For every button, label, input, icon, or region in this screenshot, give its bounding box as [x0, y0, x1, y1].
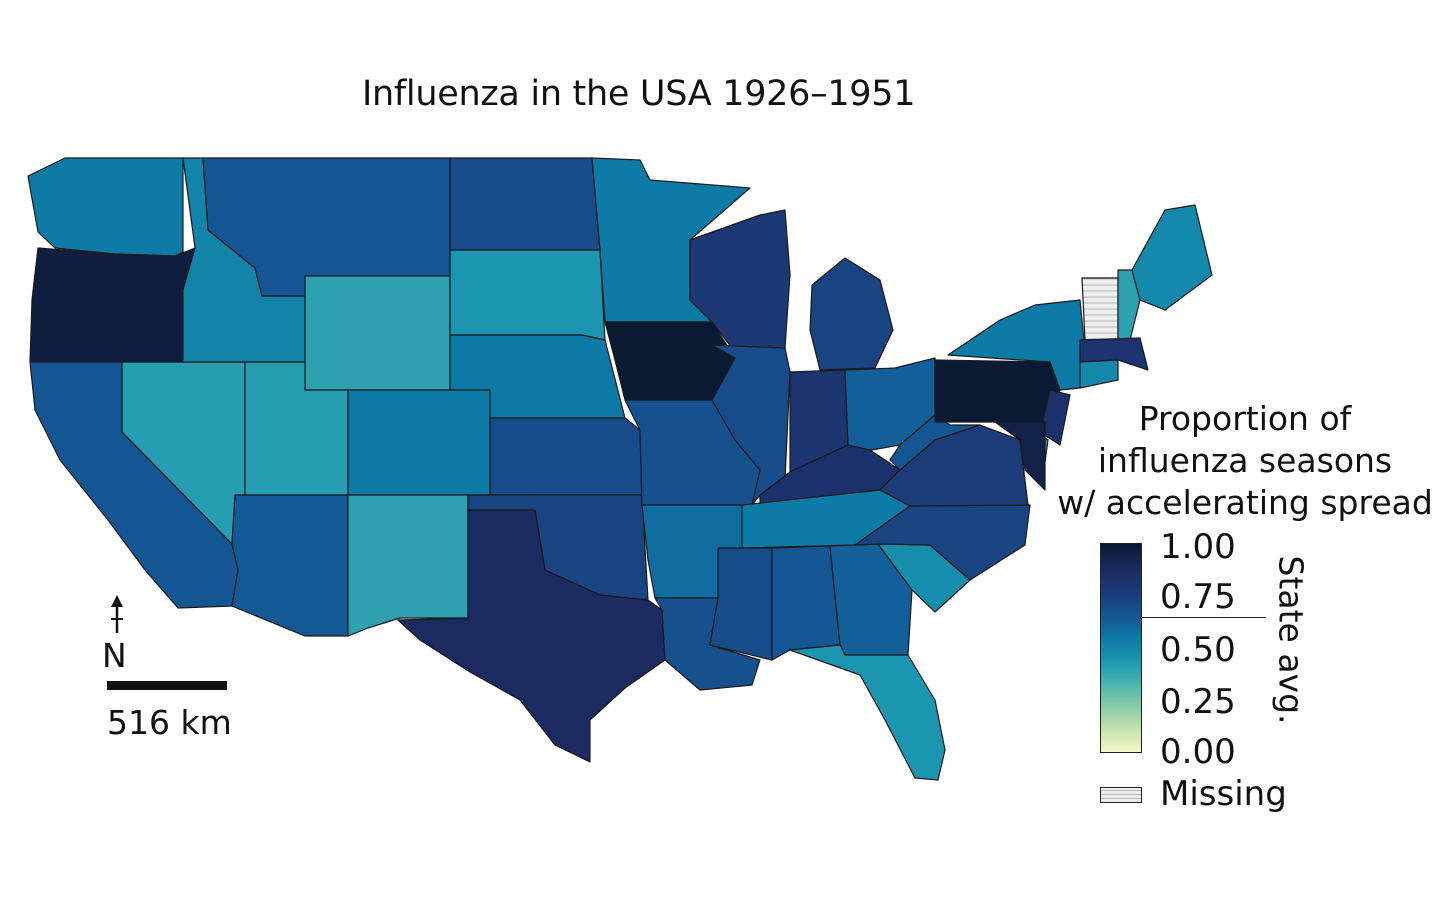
state-NH [1117, 269, 1141, 341]
state-CO [347, 389, 491, 496]
state-NM [347, 494, 469, 637]
map-title: Influenza in the USA 1926–1951 [362, 74, 916, 114]
legend-title-line-3: w/ accelerating spread [1057, 483, 1433, 522]
scale-bar [107, 681, 227, 690]
legend-tick-5: 0.00 [1160, 732, 1236, 772]
state-ME [1131, 204, 1213, 311]
legend-title-line-1: Proportion of [1138, 399, 1352, 438]
legend-tick-4: 0.25 [1160, 682, 1236, 722]
state-IA [604, 321, 736, 401]
north-arrow-icon [111, 595, 123, 633]
cropped-caption-text [0, 884, 1440, 903]
color-scale-bar [1100, 543, 1142, 753]
legend-tick-2: 0.75 [1160, 577, 1236, 617]
north-label: N [102, 636, 127, 675]
state-MS [709, 547, 773, 661]
missing-label: Missing [1160, 774, 1287, 814]
missing-swatch [1100, 787, 1142, 803]
state-ND [449, 157, 601, 251]
state-PA [934, 359, 1061, 423]
state-OR [29, 247, 196, 363]
state-MA [1079, 337, 1149, 371]
state-SD [449, 249, 606, 341]
state-VT [1081, 277, 1119, 341]
state-MI [809, 257, 894, 371]
state-CT [1079, 359, 1119, 389]
legend-tick-3: 0.50 [1160, 630, 1236, 670]
state-TX [397, 509, 666, 763]
state-avg-line [1140, 617, 1266, 618]
state-avg-label: State avg. [1271, 555, 1311, 725]
state-AL [771, 545, 841, 661]
state-WA [27, 157, 184, 257]
state-AZ [231, 494, 349, 637]
legend-title: Proportion of influenza seasons w/ accel… [1050, 398, 1440, 524]
state-FL [789, 644, 946, 781]
state-KS [489, 417, 643, 496]
state-MD [994, 421, 1046, 491]
scale-label: 516 km [107, 703, 232, 742]
state-NJ [1039, 389, 1071, 446]
legend-tick-1: 1.00 [1160, 527, 1236, 567]
state-WY [304, 275, 451, 391]
legend-title-line-2: influenza seasons [1097, 441, 1393, 480]
